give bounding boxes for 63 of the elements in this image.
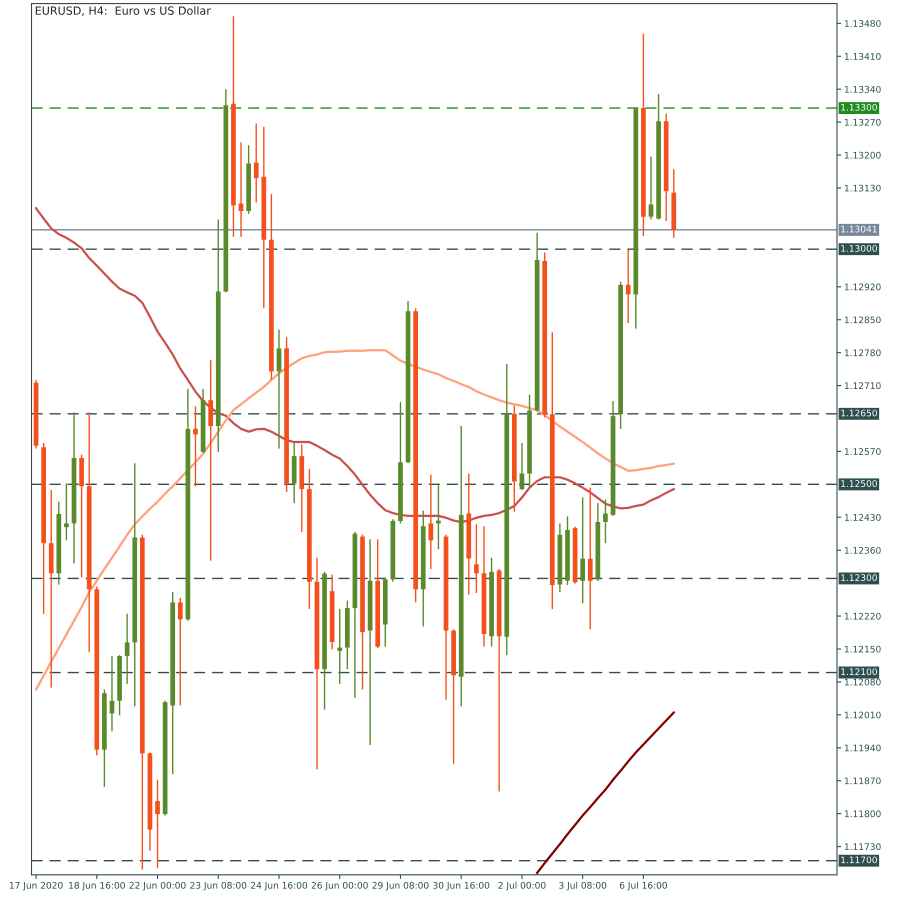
candlestick <box>626 248 631 324</box>
y-tick-label: 1.12710 <box>844 382 881 390</box>
y-tick-label: 1.12150 <box>844 646 881 653</box>
y-tick-label: 1.13410 <box>844 53 881 60</box>
x-tick-label: 30 Jun 16:00 <box>433 882 490 890</box>
x-tick-label: 26 Jun 00:00 <box>312 882 368 890</box>
chart-title: EURUSD, H4: Euro vs US Dollar <box>36 6 211 16</box>
y-tick-label: 1.12850 <box>844 316 881 324</box>
candlestick <box>648 156 654 220</box>
x-tick-label: 6 Jul 16:00 <box>620 882 668 890</box>
y-tick-label: 1.11940 <box>844 744 881 752</box>
x-tick-label: 18 Jun 16:00 <box>69 882 125 890</box>
y-tick-label: 1.12780 <box>844 349 881 356</box>
candlestick <box>428 474 434 570</box>
y-tick-label: 1.12010 <box>844 712 881 718</box>
x-tick-label: 23 Jun 08:00 <box>190 882 246 890</box>
ref-line-label: 1.12300 <box>841 574 877 582</box>
line-series <box>536 711 675 874</box>
candlestick <box>520 442 524 491</box>
ref-line-label: 1.12500 <box>841 480 877 487</box>
line-series <box>34 207 675 524</box>
x-tick-label: 17 Jun 2020 <box>10 882 63 890</box>
ref-line-label: 1.12650 <box>841 410 877 416</box>
x-tick-label: 22 Jun 00:00 <box>130 882 186 890</box>
candlestick <box>254 122 259 204</box>
candlestick <box>603 498 608 544</box>
ref-line-label: 1.13000 <box>841 244 877 252</box>
candlestick <box>474 524 479 594</box>
y-tick-label: 1.12220 <box>844 612 881 620</box>
candlestick <box>276 328 282 450</box>
y-tick-label: 1.11800 <box>844 810 881 818</box>
candlestick <box>193 406 198 487</box>
y-tick-label: 1.13270 <box>844 118 881 126</box>
y-tick-label: 1.11870 <box>844 777 881 784</box>
x-tick-label: 3 Jul 08:00 <box>559 882 606 890</box>
x-tick-label: 29 Jun 08:00 <box>372 882 429 890</box>
candlestick <box>436 484 441 550</box>
candlestick <box>124 613 130 685</box>
candlestick <box>155 779 160 869</box>
candlestick <box>178 597 183 706</box>
ref-line-label: 1.12100 <box>841 668 877 676</box>
y-tick-label: 1.12430 <box>844 514 881 521</box>
y-tick-label: 1.13200 <box>844 152 881 159</box>
y-tick-label: 1.12570 <box>844 448 881 455</box>
ref-line-label: 1.13300 <box>841 104 877 111</box>
candlestick <box>580 496 586 604</box>
ref-line-label: 1.11700 <box>841 856 877 864</box>
ref-line-label: 1.13041 <box>841 226 877 232</box>
y-tick-label: 1.13340 <box>844 86 881 93</box>
y-tick-label: 1.13480 <box>844 20 881 27</box>
candlestick <box>337 608 342 685</box>
candlestick <box>588 486 593 630</box>
y-tick-label: 1.11730 <box>844 843 881 850</box>
y-tick-label: 1.12360 <box>844 546 881 554</box>
y-tick-label: 1.12920 <box>844 284 881 290</box>
y-tick-label: 1.13130 <box>844 184 881 192</box>
y-tick-label: 1.12080 <box>844 678 881 686</box>
x-tick-label: 2 Jul 00:00 <box>498 882 546 890</box>
line-series <box>34 349 675 691</box>
candlestick <box>238 142 244 238</box>
x-tick-label: 24 Jun 16:00 <box>250 882 308 890</box>
candlestick <box>64 482 69 542</box>
candlestick <box>110 655 114 732</box>
